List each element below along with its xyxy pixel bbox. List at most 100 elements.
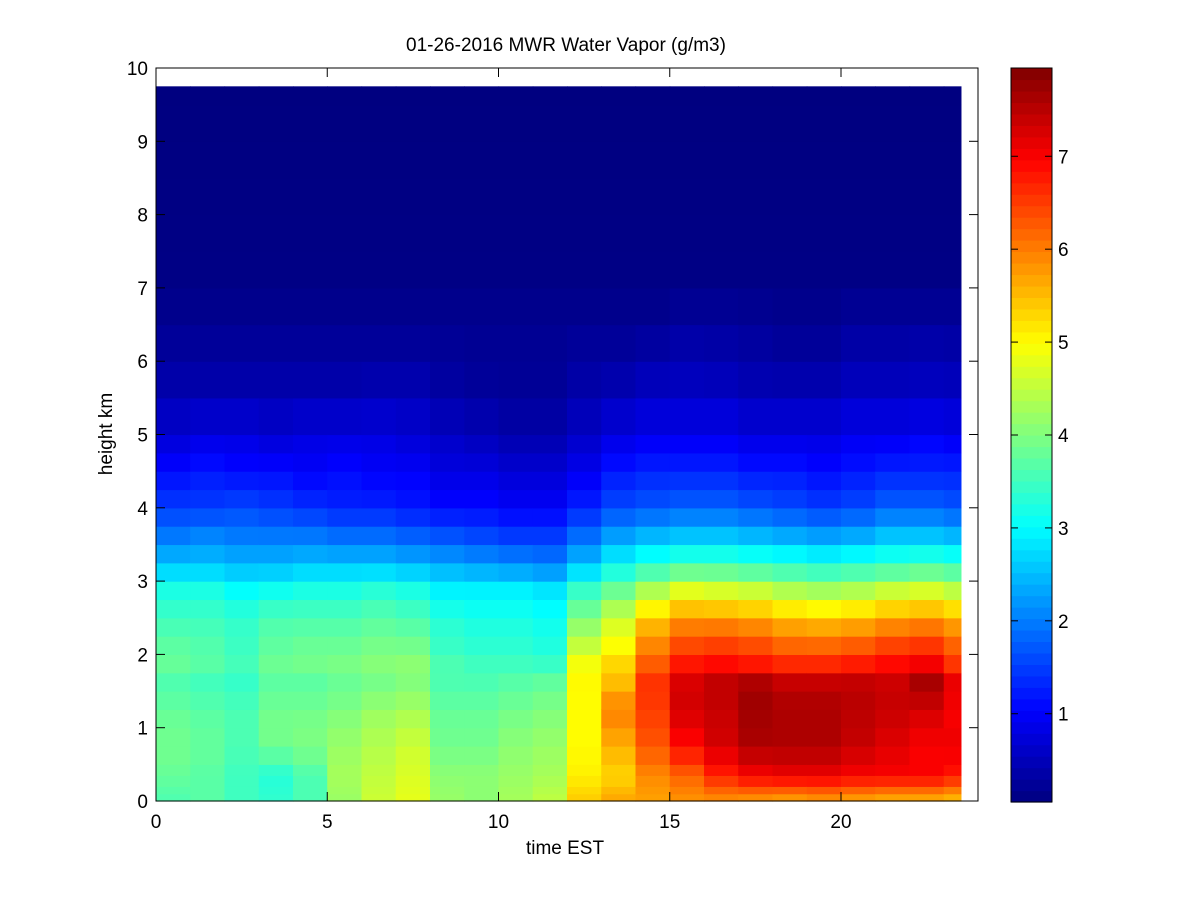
heatmap-cell — [224, 397, 260, 436]
heatmap-cell — [704, 786, 739, 795]
heatmap-cell — [806, 654, 842, 674]
heatmap-cell — [635, 489, 671, 509]
heatmap-cell — [532, 86, 568, 106]
heatmap-cell — [841, 214, 876, 252]
heatmap-cell — [601, 727, 637, 747]
heatmap-cell — [806, 287, 842, 326]
colorbar-swatch — [1011, 182, 1052, 195]
heatmap-cell — [772, 507, 808, 527]
heatmap-cell — [395, 727, 431, 747]
colorbar-swatch — [1011, 262, 1052, 276]
heatmap-cell — [190, 452, 226, 472]
heatmap-cell — [909, 86, 945, 106]
colorbar-swatch — [1011, 790, 1052, 803]
heatmap-cell — [601, 636, 637, 655]
heatmap-cell — [156, 452, 191, 472]
heatmap-cell — [327, 361, 363, 399]
heatmap-cell — [909, 746, 945, 765]
heatmap-cell — [258, 507, 294, 527]
heatmap-cell — [327, 636, 363, 655]
heatmap-cell — [156, 691, 191, 710]
heatmap-cell — [327, 617, 363, 637]
heatmap-cell — [224, 544, 260, 564]
heatmap-cell — [532, 581, 568, 601]
heatmap-cell — [601, 287, 637, 326]
heatmap-cell — [669, 654, 705, 674]
heatmap-cell — [601, 86, 637, 106]
heatmap-cell — [943, 177, 962, 216]
y-tick-label: 0 — [137, 792, 148, 813]
heatmap-cell — [361, 471, 397, 491]
heatmap-cell — [875, 214, 911, 252]
heatmap-cell — [327, 214, 363, 252]
heatmap-cell — [293, 507, 328, 527]
heatmap-cell — [190, 214, 226, 252]
heatmap-cell — [258, 452, 294, 472]
heatmap-cell — [532, 636, 568, 655]
heatmap-cell — [498, 581, 534, 601]
heatmap-cell — [875, 786, 911, 795]
colorbar-swatch — [1011, 492, 1052, 505]
heatmap-cell — [258, 764, 294, 776]
colorbar: 1 2 3 4 5 6 7 — [1010, 67, 1069, 803]
heatmap-cell — [909, 141, 945, 179]
heatmap-cell — [395, 526, 431, 546]
heatmap-cell — [909, 654, 945, 674]
heatmap-cell — [601, 361, 637, 399]
heatmap-cell — [567, 526, 602, 546]
heatmap-cell — [361, 775, 397, 787]
heatmap-cell — [601, 746, 637, 765]
heatmap-cell — [156, 361, 191, 399]
colorbar-swatch — [1011, 538, 1052, 551]
heatmap-cell — [224, 764, 260, 776]
heatmap-cell — [806, 177, 842, 216]
heatmap-cell — [943, 786, 962, 795]
heatmap-cell — [806, 581, 842, 601]
heatmap-cell — [395, 709, 431, 729]
heatmap-cell — [395, 141, 431, 179]
heatmap-cell — [190, 507, 226, 527]
heatmap-cell — [943, 361, 962, 399]
heatmap-cell — [772, 452, 808, 472]
heatmap-cell — [395, 324, 431, 362]
heatmap-cell — [841, 562, 876, 582]
colorbar-swatch — [1011, 629, 1052, 643]
heatmap-cell — [875, 489, 911, 509]
heatmap-cell — [395, 489, 431, 509]
heatmap-cell — [361, 141, 397, 179]
heatmap-cell — [430, 544, 465, 564]
colorbar-swatch — [1011, 308, 1052, 321]
heatmap-cell — [498, 599, 534, 619]
heatmap-cell — [327, 287, 363, 326]
heatmap-cell — [224, 793, 260, 802]
heatmap-cell — [293, 251, 328, 289]
heatmap-cell — [567, 471, 602, 491]
heatmap-cell — [806, 86, 842, 106]
heatmap-cell — [156, 581, 191, 601]
colorbar-swatch — [1011, 366, 1052, 379]
heatmap-cell — [772, 177, 808, 216]
heatmap-cell — [567, 104, 602, 142]
heatmap-cell — [224, 177, 260, 216]
heatmap-cell — [704, 214, 739, 252]
x-tick-label: 15 — [659, 812, 680, 833]
x-tick-label: 5 — [322, 812, 333, 833]
x-axis-label: time EST — [526, 838, 605, 859]
heatmap-cell — [601, 672, 637, 692]
heatmap-cell — [532, 324, 568, 362]
heatmap-cell — [498, 562, 534, 582]
y-tick-label: 10 — [127, 59, 148, 80]
heatmap-cell — [532, 599, 568, 619]
heatmap-cell — [909, 397, 945, 436]
heatmap-cell — [430, 397, 465, 436]
heatmap-cell — [293, 471, 328, 491]
y-tick-label: 1 — [137, 719, 148, 740]
heatmap-cell — [532, 361, 568, 399]
heatmap-cell — [635, 361, 671, 399]
heatmap-cell — [156, 793, 191, 802]
heatmap-cell — [943, 489, 962, 509]
heatmap-cell — [498, 746, 534, 765]
heatmap-cell — [532, 691, 568, 710]
heatmap-cell — [635, 727, 671, 747]
heatmap-cell — [841, 617, 876, 637]
